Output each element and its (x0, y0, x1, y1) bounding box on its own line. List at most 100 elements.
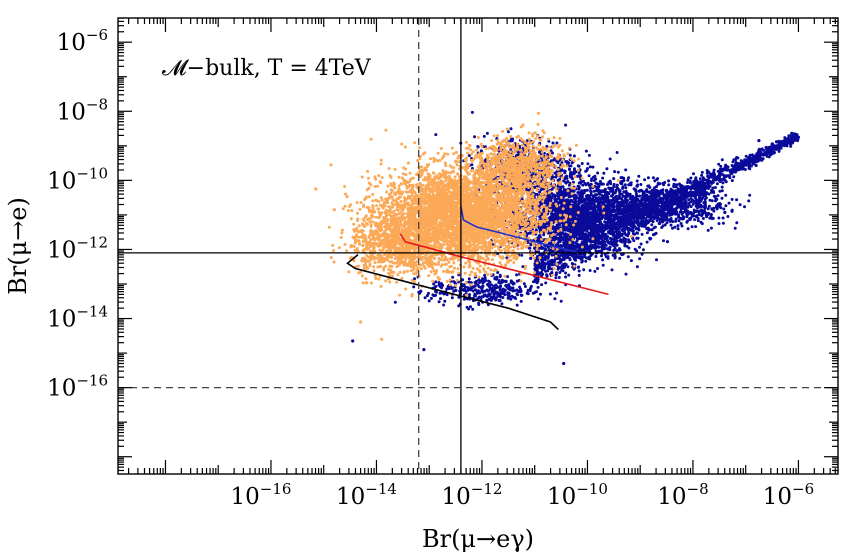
blue-points-point (719, 168, 723, 172)
blue-points-point (536, 285, 540, 289)
blue-points-point (519, 293, 523, 297)
blue-points-point (489, 295, 493, 299)
blue-points-point (673, 225, 677, 229)
blue-points-point (709, 214, 713, 218)
blue-points-point (593, 206, 596, 210)
blue-points-point (685, 215, 689, 219)
blue-points-point (607, 217, 611, 221)
blue-points-point (552, 193, 556, 197)
blue-points-point (675, 193, 679, 197)
blue-points-point (541, 226, 545, 229)
blue-points-point (638, 257, 642, 261)
blue-points-point (654, 231, 658, 235)
blue-points-point (552, 212, 556, 216)
blue-points-point (427, 299, 431, 303)
blue-points-point (608, 180, 612, 184)
blue-points-point (434, 284, 438, 288)
blue-points-point (437, 281, 441, 285)
blue-points-point (609, 240, 613, 244)
blue-points-point (471, 289, 475, 293)
blue-points-point (598, 201, 602, 205)
blue-points-point (550, 187, 554, 191)
blue-points-point (437, 300, 441, 304)
blue-points-point (660, 226, 664, 229)
blue-points-point (515, 273, 519, 277)
blue-points-point (651, 176, 655, 180)
blue-points-point (495, 276, 499, 280)
blue-points-point (526, 288, 530, 292)
blue-points-point (437, 283, 441, 287)
blue-points-point (555, 197, 559, 201)
blue-points-point (703, 204, 707, 207)
blue-points-point (588, 211, 592, 215)
blue-points-point (587, 174, 591, 178)
blue-points-point (467, 277, 471, 281)
blue-points-point (685, 209, 689, 213)
blue-points-point (663, 208, 667, 212)
blue-points-point (591, 224, 595, 228)
blue-points-point (641, 248, 645, 252)
blue-points-point (590, 197, 594, 201)
blue-points-point (588, 165, 592, 169)
blue-points-point (703, 206, 707, 210)
blue-points-point (721, 216, 725, 220)
blue-points-point (633, 211, 637, 215)
blue-points-point (445, 287, 449, 291)
blue-points-point (726, 215, 730, 218)
blue-points-point (572, 154, 576, 158)
blue-points-point (612, 248, 616, 252)
blue-points-point (706, 228, 710, 232)
blue-points-point (500, 280, 504, 284)
blue-points-point (612, 182, 616, 186)
blue-points-point (452, 289, 456, 293)
blue-points-point (596, 215, 600, 219)
blue-points-point (590, 213, 594, 217)
blue-points-point (625, 244, 629, 248)
blue-points-point (733, 226, 737, 230)
blue-points-point (470, 110, 474, 114)
blue-points-point (586, 203, 590, 207)
blue-points-point (697, 197, 701, 201)
blue-points-point (487, 293, 491, 297)
blue-points-point (526, 292, 530, 296)
blue-points-point (596, 171, 600, 175)
blue-points-point (576, 184, 580, 188)
blue-points-point (644, 213, 648, 217)
blue-points-point (596, 203, 600, 207)
blue-points-point (613, 170, 617, 174)
blue-points-point (639, 212, 643, 216)
blue-points-point (494, 298, 498, 302)
blue-points-point (762, 148, 765, 152)
blue-points-point (702, 194, 706, 198)
blue-points-point (500, 290, 504, 294)
blue-points-point (567, 273, 571, 277)
blue-points-point (687, 203, 691, 207)
blue-points-point (632, 187, 636, 191)
blue-points-point (590, 200, 594, 204)
blue-points-point (706, 213, 710, 217)
blue-points-point (629, 183, 633, 187)
blue-points-point (600, 182, 603, 186)
blue-points-point (618, 191, 622, 195)
blue-points-point (640, 232, 644, 236)
blue-points-point (667, 183, 671, 187)
blue-points-point (555, 291, 559, 295)
blue-points-point (672, 177, 675, 181)
blue-points-point (587, 231, 591, 235)
blue-points-point (581, 203, 585, 207)
blue-points-point (593, 269, 597, 273)
blue-points-point (648, 186, 652, 189)
blue-points-point (571, 229, 575, 232)
blue-points-point (699, 220, 703, 224)
blue-points-point (603, 224, 606, 228)
blue-points-point (579, 200, 583, 204)
blue-points-point (623, 242, 627, 246)
blue-points-point (468, 293, 472, 297)
blue-points-point (595, 209, 598, 213)
blue-points-point (690, 225, 694, 229)
blue-points-point (724, 204, 728, 208)
blue-points-point (559, 186, 562, 190)
blue-points-point (686, 227, 690, 231)
blue-points-point (548, 292, 552, 296)
